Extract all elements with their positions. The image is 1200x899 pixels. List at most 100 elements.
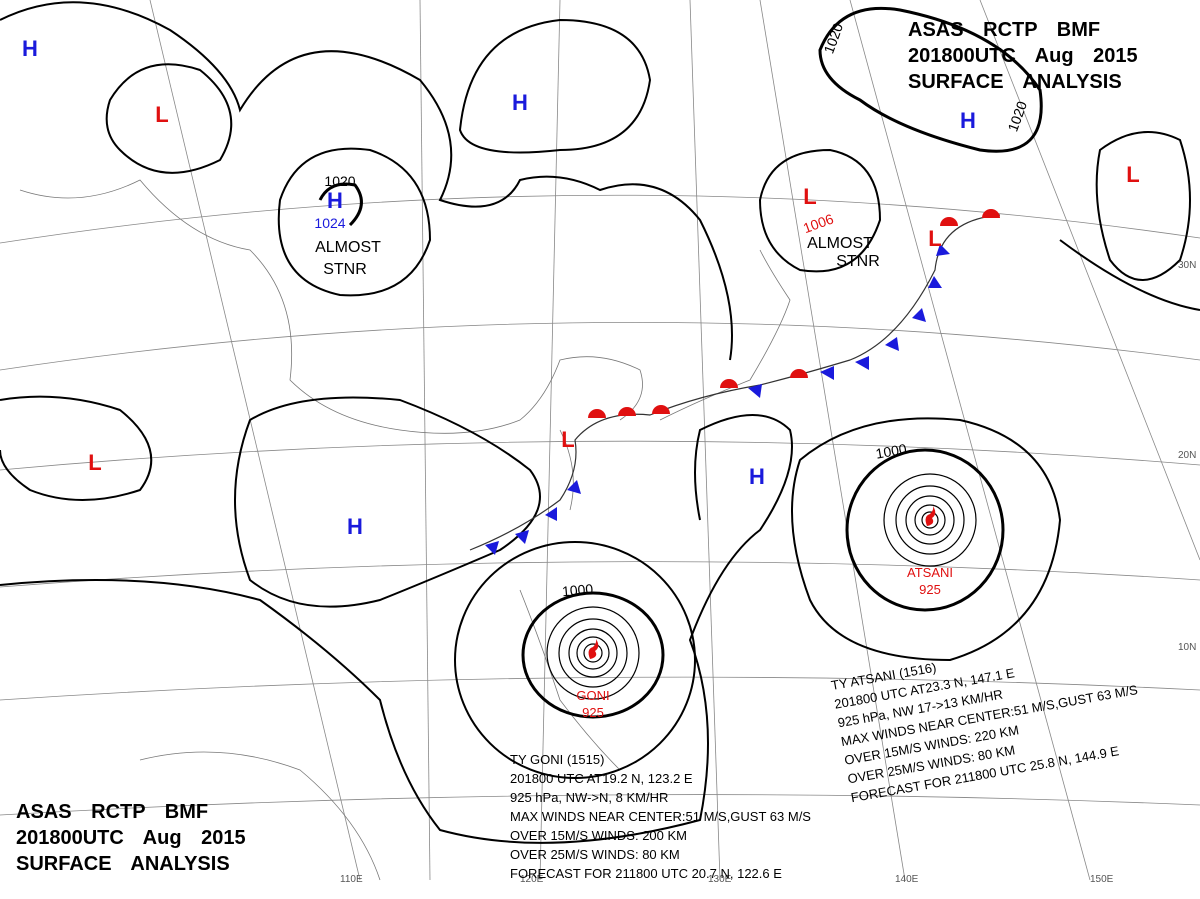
- isobar: [105, 63, 233, 174]
- longitude-label: 130E: [708, 874, 732, 885]
- map-title: SURFACE ANALYSIS: [908, 71, 1122, 93]
- isobar: [568, 628, 618, 678]
- latitude-label: 30N: [1178, 260, 1196, 271]
- cold-mark: [820, 366, 834, 380]
- coastline: [659, 249, 791, 421]
- coastline: [19, 179, 643, 434]
- typhoon-info: OVER 15M/S WINDS: 200 KM: [510, 828, 687, 843]
- coastline: [139, 751, 381, 881]
- warm-mark: [982, 209, 1000, 218]
- pressure-center: L: [88, 450, 101, 475]
- isobar-label: 1000: [561, 581, 594, 600]
- longitude-line: [849, 0, 1091, 881]
- pressure-center: L: [1126, 162, 1139, 187]
- longitude-label: 110E: [340, 874, 363, 885]
- longitude-label: 140E: [895, 874, 919, 885]
- pressure-center: H: [749, 464, 765, 489]
- isobar: [845, 448, 1005, 612]
- isobar: [914, 504, 946, 536]
- cold-mark: [928, 276, 942, 288]
- coastline: [519, 589, 621, 771]
- typhoon-info: 201800 UTC AT19.2 N, 123.2 E: [510, 771, 693, 786]
- map-title: SURFACE ANALYSIS: [16, 853, 230, 875]
- note: ALMOST: [807, 235, 873, 252]
- cold-mark: [545, 507, 557, 521]
- isobar-label: 1000: [874, 440, 908, 461]
- stationary-front: [469, 214, 1001, 551]
- warm-mark: [720, 379, 738, 388]
- pressure-center: H: [22, 36, 38, 61]
- typhoon-symbol: [925, 506, 936, 526]
- longitude-line: [759, 0, 906, 881]
- warm-mark: [618, 407, 636, 416]
- typhoon-info: MAX WINDS NEAR CENTER:51 M/S,GUST 63 M/S: [510, 809, 811, 824]
- warm-mark: [940, 217, 958, 226]
- longitude-line: [539, 0, 561, 881]
- cold-mark: [485, 541, 499, 555]
- isobar: [791, 417, 1062, 662]
- isobar: [277, 147, 432, 297]
- longitude-line: [419, 0, 431, 881]
- isobar: [576, 636, 610, 670]
- typhoon-name: ATSANI: [907, 565, 953, 580]
- pressure-center: H: [327, 188, 343, 213]
- isobar: [883, 473, 977, 567]
- typhoon-pressure: 925: [919, 582, 941, 597]
- pressure-center: H: [512, 90, 528, 115]
- latitude-label: 20N: [1178, 450, 1196, 461]
- cold-mark: [515, 530, 529, 544]
- typhoon-name: GONI: [576, 688, 609, 703]
- isobar: [458, 18, 652, 154]
- cold-mark: [748, 384, 762, 398]
- map-title: 201800UTC Aug 2015: [16, 827, 246, 849]
- cold-mark: [912, 308, 926, 322]
- isobar: [583, 643, 603, 663]
- isobar: [558, 618, 628, 688]
- typhoon-pressure: 925: [582, 705, 604, 720]
- pressure-center: L: [928, 226, 941, 251]
- isobar: [0, 1, 733, 361]
- typhoon-circles: [454, 448, 1005, 779]
- map-title: ASAS RCTP BMF: [16, 801, 208, 823]
- cold-mark: [855, 356, 869, 370]
- pressure-center: L: [561, 427, 574, 452]
- coastline: [559, 429, 574, 511]
- isobar: [0, 395, 153, 501]
- isobar: [818, 6, 1043, 153]
- map-title: 201800UTC Aug 2015: [908, 45, 1138, 67]
- latitude-line: [0, 676, 1200, 701]
- isobar: [921, 511, 939, 529]
- typhoon-info: OVER 25M/S WINDS: 80 KM: [510, 847, 680, 862]
- isobars: [0, 1, 1200, 844]
- latitude-line: [0, 321, 1200, 371]
- isobar: [521, 591, 665, 719]
- isobar: [234, 396, 541, 608]
- warm-front-marks: [588, 209, 1000, 418]
- isobar: [318, 182, 363, 227]
- isobar-label: 1020: [324, 173, 355, 189]
- latitude-line: [0, 561, 1200, 588]
- cold-front-marks: [485, 244, 950, 555]
- graticule: [0, 0, 1200, 881]
- isobar: [895, 485, 965, 555]
- note: ALMOST: [315, 239, 381, 256]
- latitude-line: [0, 440, 1200, 471]
- typhoon-info: 925 hPa, NW->N, 8 KM/HR: [510, 790, 668, 805]
- warm-mark: [588, 409, 606, 418]
- isobar: [454, 541, 696, 779]
- warm-mark: [790, 369, 808, 378]
- cold-mark: [885, 337, 899, 351]
- latitude-label: 10N: [1178, 642, 1196, 653]
- typhoon-symbol: [588, 639, 599, 659]
- warm-mark: [652, 405, 670, 414]
- typhoon-info: FORECAST FOR 211800 UTC 20.7 N, 122.6 E: [510, 866, 782, 881]
- latitude-line: [0, 194, 1200, 244]
- longitude-label: 120E: [520, 874, 544, 885]
- pressure-center: L: [155, 102, 168, 127]
- typhoon-info: TY GONI (1515): [510, 752, 604, 767]
- longitude-label: 150E: [1090, 874, 1114, 885]
- longitude-line: [689, 0, 721, 881]
- isobar: [546, 606, 640, 700]
